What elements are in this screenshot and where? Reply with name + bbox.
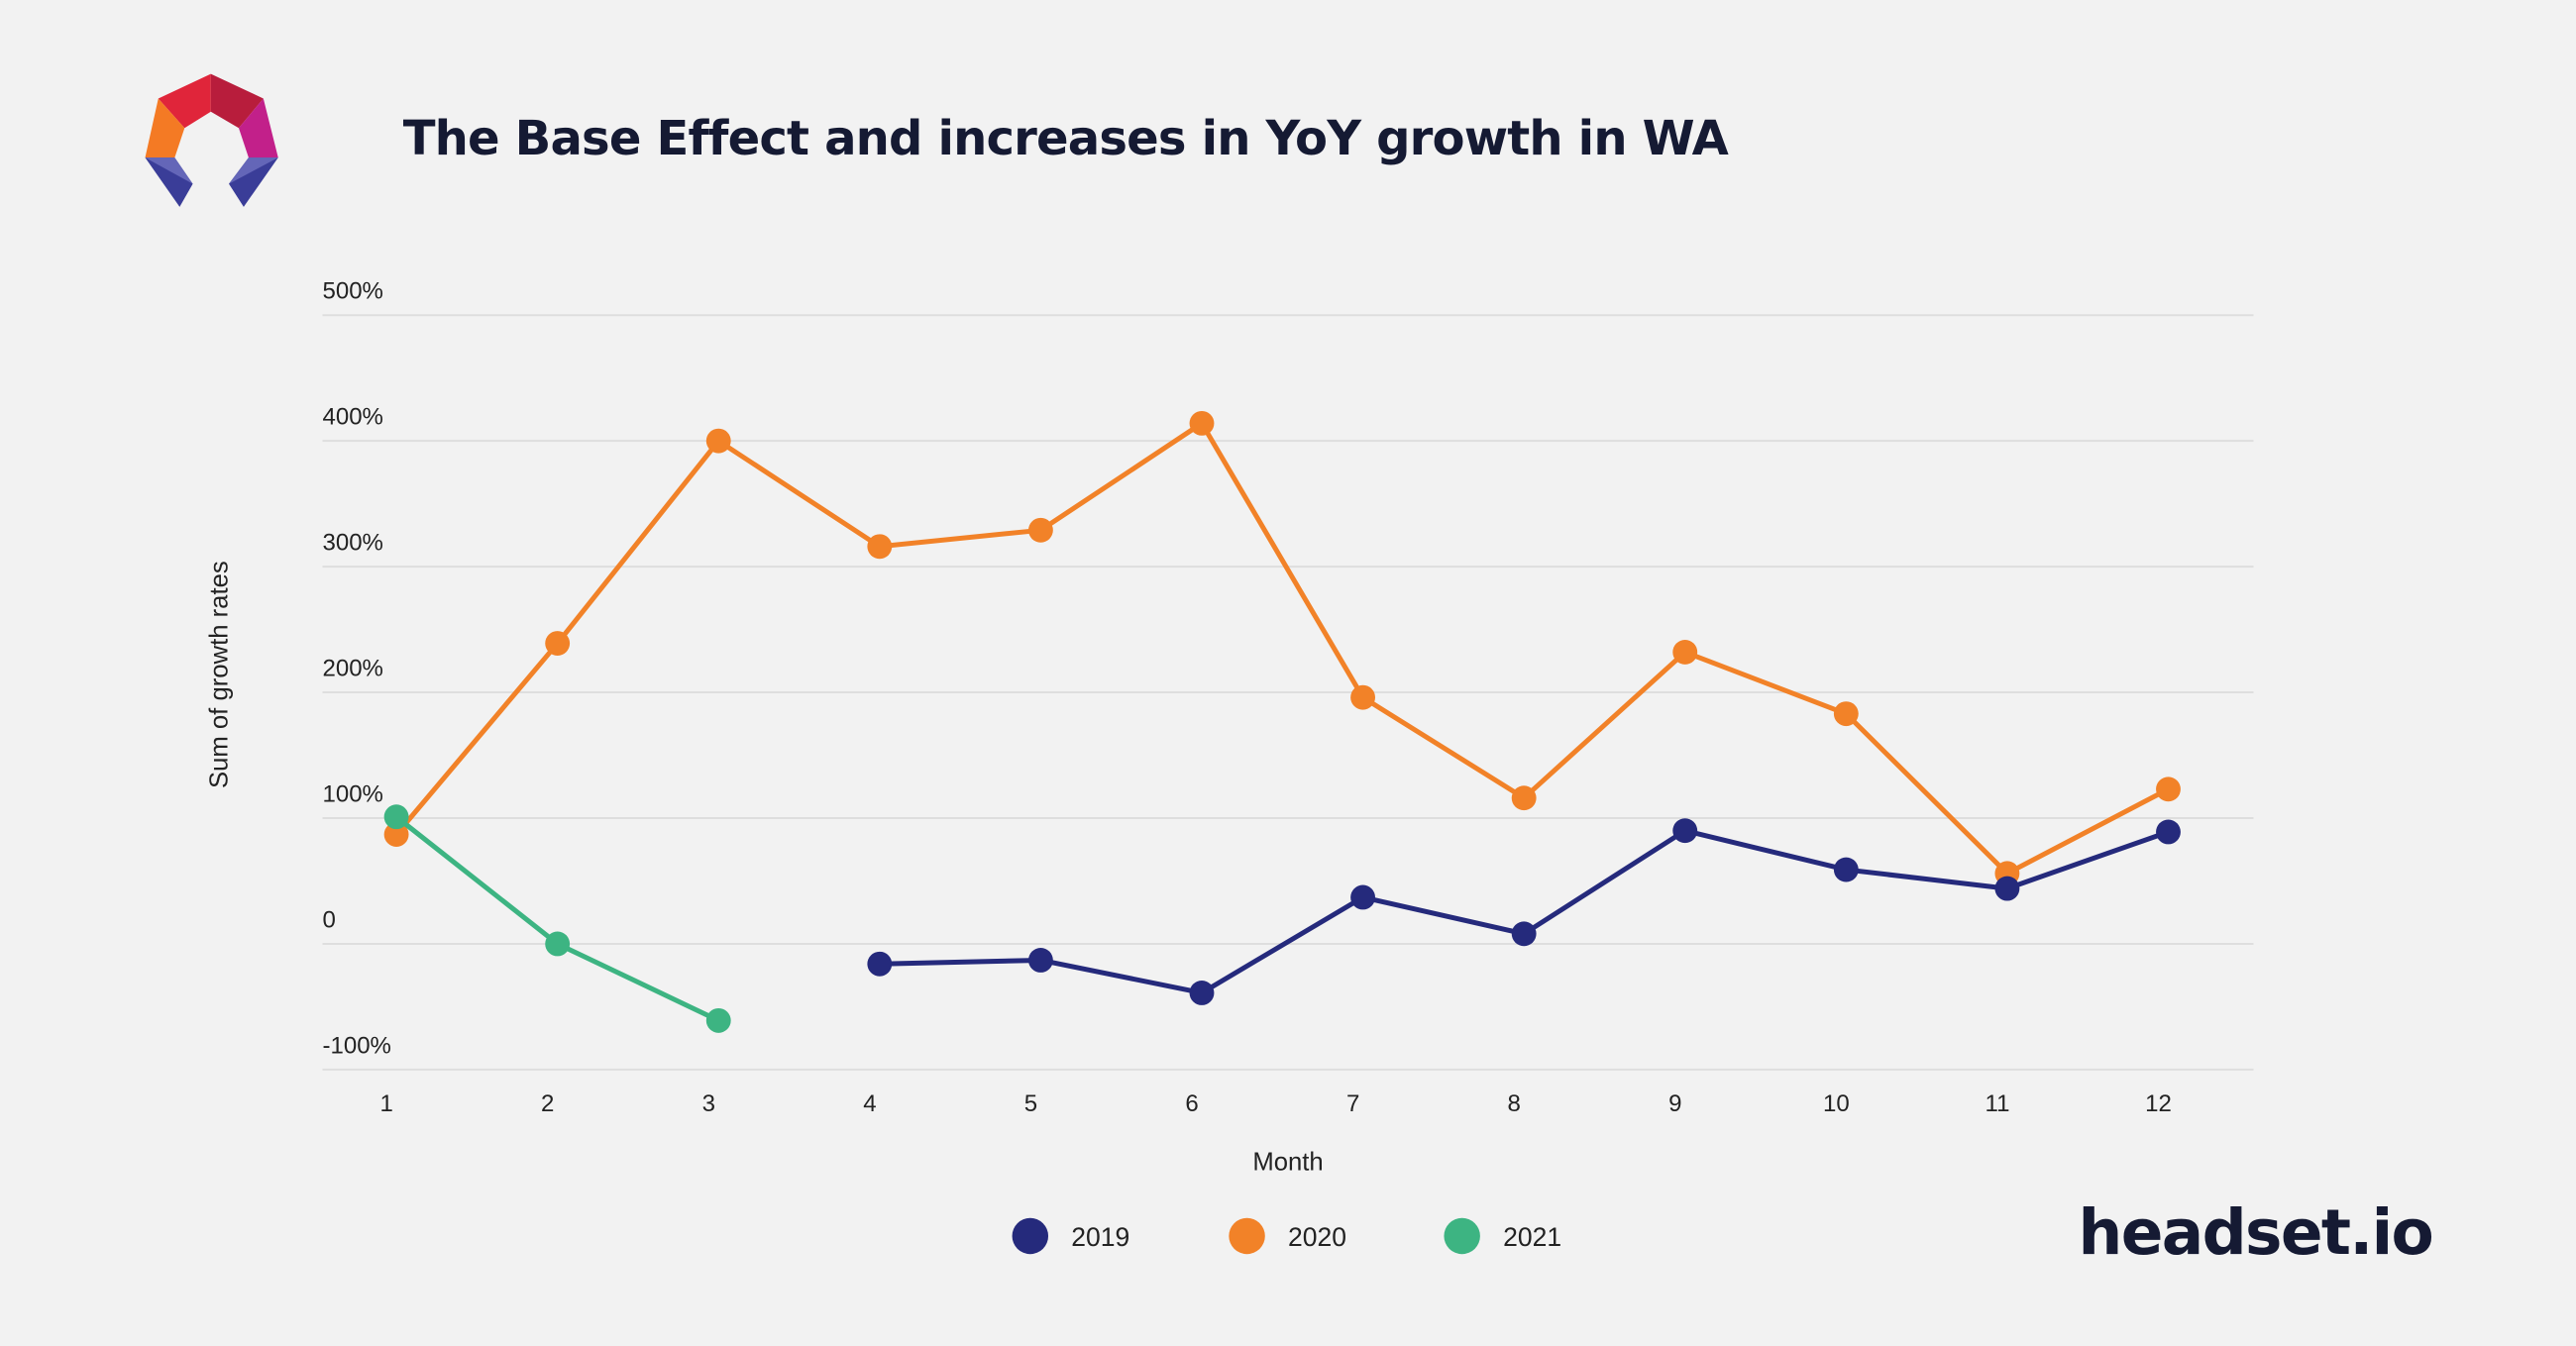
x-tick-label: 6 [1185,1090,1198,1117]
series-line-2019 [879,828,2170,995]
y-tick-label: 200% [322,655,382,681]
x-tick-label: 5 [1024,1090,1037,1117]
x-tick-label: 12 [2145,1090,2172,1117]
data-point-2019[interactable] [1027,948,1053,973]
x-tick-label: 2 [541,1090,554,1117]
data-point-2019[interactable] [1350,884,1376,910]
gridlines [322,314,2254,1071]
x-tick-label: 10 [1823,1090,1850,1117]
legend-item-2020[interactable]: 2020 [1229,1217,1346,1255]
y-tick-label: 0 [322,906,335,933]
data-point-2021[interactable] [383,804,409,830]
legend-label: 2020 [1288,1222,1346,1252]
data-point-2021[interactable] [705,1007,731,1033]
logo [145,73,278,207]
legend-label: 2019 [1071,1222,1129,1252]
x-tick-label: 1 [379,1090,392,1117]
y-tick-label: 400% [322,404,382,431]
data-point-2020[interactable] [383,822,409,847]
series-group [383,410,2181,1033]
data-point-2020[interactable] [867,534,893,560]
series-line-2020 [394,420,2170,877]
data-point-2021[interactable] [545,931,571,957]
data-point-2020[interactable] [1189,410,1215,436]
y-tick-label: 300% [322,530,382,557]
y-tick-label: 500% [322,278,382,305]
y-axis-label: Sum of growth rates [205,561,233,788]
x-axis: 1 2 3 4 5 6 7 8 9 10 11 12 [379,1090,2171,1117]
x-axis-label: Month [1252,1149,1323,1177]
x-tick-label: 8 [1508,1090,1521,1117]
legend-item-2019[interactable]: 2019 [1012,1217,1130,1255]
legend-label: 2021 [1503,1222,1561,1252]
data-point-2020[interactable] [1672,640,1698,665]
data-point-2019[interactable] [1189,981,1215,1005]
data-point-2020[interactable] [545,631,571,656]
data-point-2019[interactable] [1833,857,1859,882]
legend-marker [1229,1217,1265,1255]
y-axis: 500% 400% 300% 200% 100% 0 -100% [322,278,390,1060]
data-point-2020[interactable] [2156,777,2181,802]
y-tick-label: -100% [322,1032,390,1059]
chart-title: The Base Effect and increases in YoY gro… [403,111,1729,166]
data-point-2019[interactable] [867,951,893,977]
data-point-2020[interactable] [1833,701,1859,727]
data-point-2020[interactable] [1027,517,1053,543]
x-tick-label: 3 [702,1090,715,1117]
data-point-2020[interactable] [1511,785,1537,811]
x-tick-label: 9 [1668,1090,1681,1117]
series-2021 [383,804,731,1033]
data-point-2019[interactable] [2156,819,2181,845]
series-2019 [867,818,2181,1005]
x-tick-label: 7 [1346,1090,1359,1117]
series-line-2021 [394,814,720,1023]
data-point-2020[interactable] [1350,684,1376,710]
data-point-2019[interactable] [1994,876,2020,901]
x-tick-label: 11 [1985,1090,2009,1117]
data-point-2019[interactable] [1511,921,1537,947]
y-tick-label: 100% [322,780,382,807]
brand-logo-text: headset.io [2079,1196,2433,1269]
legend-marker [1012,1217,1049,1255]
legend-marker [1444,1217,1480,1255]
data-point-2020[interactable] [705,428,731,454]
legend: 2019 2020 2021 [1012,1217,1561,1255]
legend-item-2021[interactable]: 2021 [1444,1217,1561,1255]
data-point-2019[interactable] [1672,818,1698,844]
series-2020 [383,410,2181,886]
x-tick-label: 4 [863,1090,876,1117]
